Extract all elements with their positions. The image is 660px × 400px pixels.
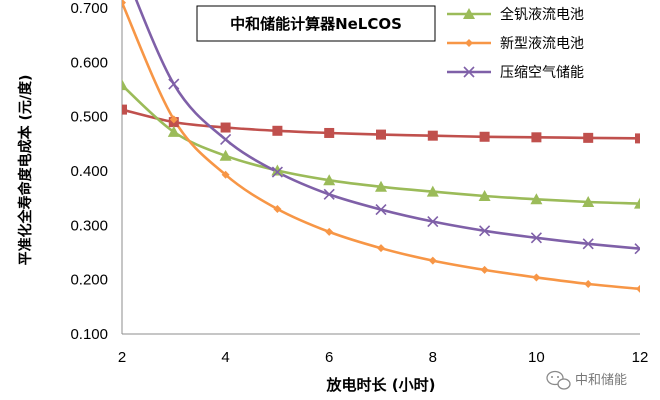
watermark-text: 中和储能: [575, 373, 627, 388]
series-0-point: [271, 164, 284, 176]
wechat-icon: [546, 370, 571, 390]
series-3-point: [272, 125, 283, 136]
series-1-point: [532, 273, 541, 282]
legend-marker: [465, 39, 473, 47]
watermark: 中和储能: [546, 370, 627, 390]
series-2-point: [530, 232, 542, 244]
series-0-point: [478, 189, 491, 201]
series-0-point: [426, 185, 439, 197]
x-tick-label: 12: [632, 349, 649, 366]
series-3-point: [635, 133, 640, 144]
y-tick-label: 0.200: [70, 272, 108, 289]
series-3-point: [122, 104, 127, 115]
legend-marker: [463, 8, 475, 19]
series-0-point: [219, 149, 232, 161]
series-1-point: [636, 284, 640, 293]
series-2-point: [582, 238, 594, 250]
marker-layer: [122, 0, 640, 293]
x-tick-label: 10: [528, 349, 545, 366]
series-3-point: [324, 127, 335, 138]
series-0-point: [530, 193, 543, 205]
series-3-point: [479, 131, 490, 142]
y-tick-label: 0.600: [70, 54, 108, 71]
series-1-point: [169, 115, 178, 124]
series-0-point: [167, 125, 180, 137]
series-1-point: [122, 0, 126, 7]
series-1-point: [428, 256, 437, 265]
chart-title: 中和储能计算器NeLCOS: [230, 15, 402, 33]
series-2-point: [271, 166, 283, 178]
series-1-point: [325, 227, 334, 236]
series-3-point: [531, 132, 542, 143]
series-0-point: [122, 79, 128, 91]
series-1-point: [221, 170, 230, 179]
series-1-point: [480, 265, 489, 274]
series-2-point: [168, 78, 180, 90]
series-0-point: [375, 180, 387, 192]
series-2-point: [634, 243, 640, 255]
x-tick-label: 4: [221, 349, 229, 366]
y-tick-label: 0.300: [70, 217, 108, 234]
series-3-point: [220, 122, 231, 133]
y-tick-label: 0.100: [70, 326, 108, 343]
legend-label: 全钒液流电池: [500, 6, 584, 23]
series-line-2: [134, 0, 640, 250]
series-line-1: [122, 2, 640, 291]
x-axis-label: 放电时长 (小时): [326, 376, 436, 394]
series-0-point: [582, 195, 595, 207]
y-tick-label: 0.700: [70, 0, 108, 17]
x-tick-label: 2: [118, 349, 126, 366]
series-2-point: [323, 188, 335, 200]
series-3-point: [583, 132, 594, 143]
x-tick-label: 6: [325, 349, 333, 366]
y-tick-label: 0.400: [70, 163, 108, 180]
y-axis-label: 平准化全寿命度电成本 (元/度): [17, 75, 34, 266]
series-2-point: [220, 133, 232, 146]
series-0-point: [634, 197, 640, 209]
y-tick-label: 0.500: [70, 109, 108, 126]
legend-label: 新型液流电池: [500, 36, 584, 52]
series-2-point: [479, 225, 491, 237]
series-2-point: [375, 204, 387, 216]
series-1-point: [273, 205, 282, 214]
series-0-point: [323, 174, 336, 186]
x-tick-label: 8: [429, 349, 437, 366]
chart-title-box: 中和储能计算器NeLCOS: [196, 5, 436, 42]
x-tick-labels: 2 4 6 8 10 12: [118, 349, 649, 366]
legend-label: 压缩空气储能: [500, 65, 584, 81]
legend-marker: [463, 66, 475, 78]
series-2-point: [427, 215, 439, 228]
series-3-point: [376, 129, 386, 140]
y-tick-labels: 0.100 0.200 0.300 0.400 0.500 0.600 0.700: [70, 0, 108, 343]
series-3-point: [427, 130, 438, 141]
series-1-point: [377, 244, 385, 253]
series-1-point: [584, 280, 593, 289]
